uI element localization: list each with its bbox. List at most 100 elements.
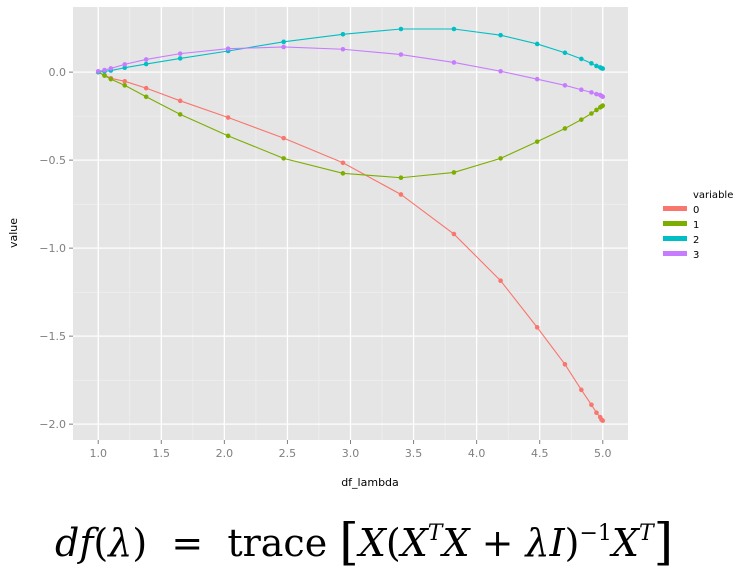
data-point (122, 83, 128, 88)
y-axis-ticks: 0.0 −0.5 −1.0 −1.5 −2.0 (39, 66, 73, 431)
y-tick-label: −2.0 (39, 418, 66, 431)
data-point (177, 56, 183, 61)
data-point (451, 60, 457, 65)
data-point (143, 94, 149, 100)
data-point (102, 73, 107, 78)
data-point (143, 57, 149, 62)
data-point (143, 85, 149, 91)
x-tick-label: 4.0 (468, 447, 486, 460)
data-point (534, 76, 540, 82)
data-point (122, 62, 128, 67)
formula-lambda-2: λ (525, 521, 550, 565)
formula-trace: trace (227, 521, 328, 565)
legend-title: variable (693, 190, 733, 201)
data-point (451, 231, 457, 237)
legend-item-3: 3 (663, 250, 699, 261)
legend-item-0: 0 (663, 205, 699, 216)
data-point (122, 78, 128, 84)
series-0 (95, 69, 606, 423)
data-point (340, 171, 346, 176)
data-point (281, 135, 286, 141)
x-tick-label: 3.5 (405, 447, 423, 460)
data-point (562, 362, 568, 367)
data-point (451, 170, 457, 175)
formula-lparen-1: ( (93, 521, 109, 565)
data-point (562, 50, 568, 56)
legend-key (663, 251, 687, 256)
x-tick-label: 2.0 (216, 447, 234, 460)
legend-label: 3 (693, 250, 699, 261)
data-point (579, 117, 584, 122)
x-tick-label: 2.5 (279, 447, 297, 460)
x-tick-label: 3.0 (342, 447, 360, 460)
data-point (281, 44, 286, 50)
data-point (600, 94, 606, 100)
formula-x-3: X (442, 521, 470, 565)
legend-label: 1 (693, 220, 699, 231)
data-point (177, 51, 183, 56)
data-point (451, 26, 457, 32)
data-point (143, 61, 149, 67)
data-point (340, 31, 346, 37)
data-point (108, 76, 114, 82)
x-tick-label: 4.5 (531, 447, 549, 460)
data-point (398, 192, 404, 197)
data-point (589, 61, 594, 66)
data-point (340, 160, 346, 166)
data-point (579, 87, 584, 93)
data-point (281, 39, 286, 45)
data-point (579, 387, 584, 393)
line-chart: 1.0 1.5 2.0 2.5 3.0 3.5 4.0 4.5 5.0 0.0 −0.5 −1.0 −… (7, 7, 733, 489)
legend: variable 0 1 2 3 (663, 190, 733, 261)
data-point (177, 98, 183, 104)
series-2 (95, 26, 606, 75)
data-point (225, 46, 231, 52)
formula-rparen-2: ) (564, 521, 580, 565)
data-point (600, 418, 606, 423)
series-1 (95, 69, 606, 181)
formula-x-2: X (400, 521, 428, 565)
data-point (589, 90, 594, 95)
y-tick-label: −1.0 (39, 242, 66, 255)
data-point (594, 107, 599, 113)
data-point (398, 175, 404, 181)
x-tick-label: 1.0 (89, 447, 107, 460)
data-point (177, 112, 183, 117)
formula-x-1: X (358, 521, 386, 565)
formula-lambda-1: λ (108, 521, 133, 565)
data-point (594, 91, 599, 97)
legend-label: 2 (693, 235, 699, 246)
formula-t-1: T (427, 521, 443, 546)
y-axis-label: value (7, 218, 20, 248)
major-gridlines (73, 7, 628, 440)
x-axis-label: df_lambda (341, 476, 399, 489)
x-axis-ticks: 1.0 1.5 2.0 2.5 3.0 3.5 4.0 4.5 5.0 (89, 440, 612, 460)
y-tick-label: −0.5 (39, 154, 66, 167)
formula-bracket-open: [ (339, 513, 359, 571)
formula-plus: + (481, 521, 514, 565)
data-point (398, 52, 404, 57)
data-point (398, 26, 404, 32)
data-point (562, 126, 568, 131)
data-point (281, 156, 286, 161)
x-tick-label: 5.0 (594, 447, 612, 460)
data-point (108, 66, 114, 71)
data-point (562, 83, 568, 88)
legend-key (663, 236, 687, 241)
series-3 (95, 44, 606, 100)
formula-x-4: X (611, 521, 639, 565)
y-tick-label: 0.0 (49, 66, 67, 79)
data-point (594, 63, 599, 69)
data-point (498, 156, 503, 161)
data-point (589, 111, 594, 116)
legend-item-2: 2 (663, 235, 699, 246)
data-point (589, 402, 594, 408)
formula-bracket-close: ] (653, 513, 674, 571)
data-point (534, 41, 540, 47)
df-lambda-formula: df(λ) = trace [X(XTX + λI)−1XT] (55, 512, 695, 572)
data-point (498, 278, 503, 284)
formula-inverse: −1 (579, 521, 612, 546)
y-tick-label: −1.5 (39, 330, 66, 343)
formula-equals: = (171, 521, 204, 565)
data-point (498, 68, 503, 74)
